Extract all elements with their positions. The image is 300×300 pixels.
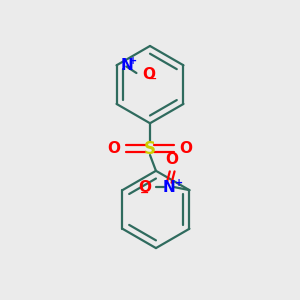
- Text: N: N: [163, 180, 175, 195]
- Text: −: −: [148, 74, 158, 84]
- Text: N: N: [121, 58, 134, 73]
- Text: O: O: [180, 141, 193, 156]
- Text: O: O: [142, 67, 155, 82]
- Text: S: S: [144, 140, 156, 158]
- Text: +: +: [129, 56, 137, 66]
- Text: O: O: [166, 152, 179, 167]
- Text: O: O: [138, 180, 151, 195]
- Text: O: O: [107, 141, 120, 156]
- Text: +: +: [175, 178, 183, 188]
- Text: −: −: [140, 188, 150, 197]
